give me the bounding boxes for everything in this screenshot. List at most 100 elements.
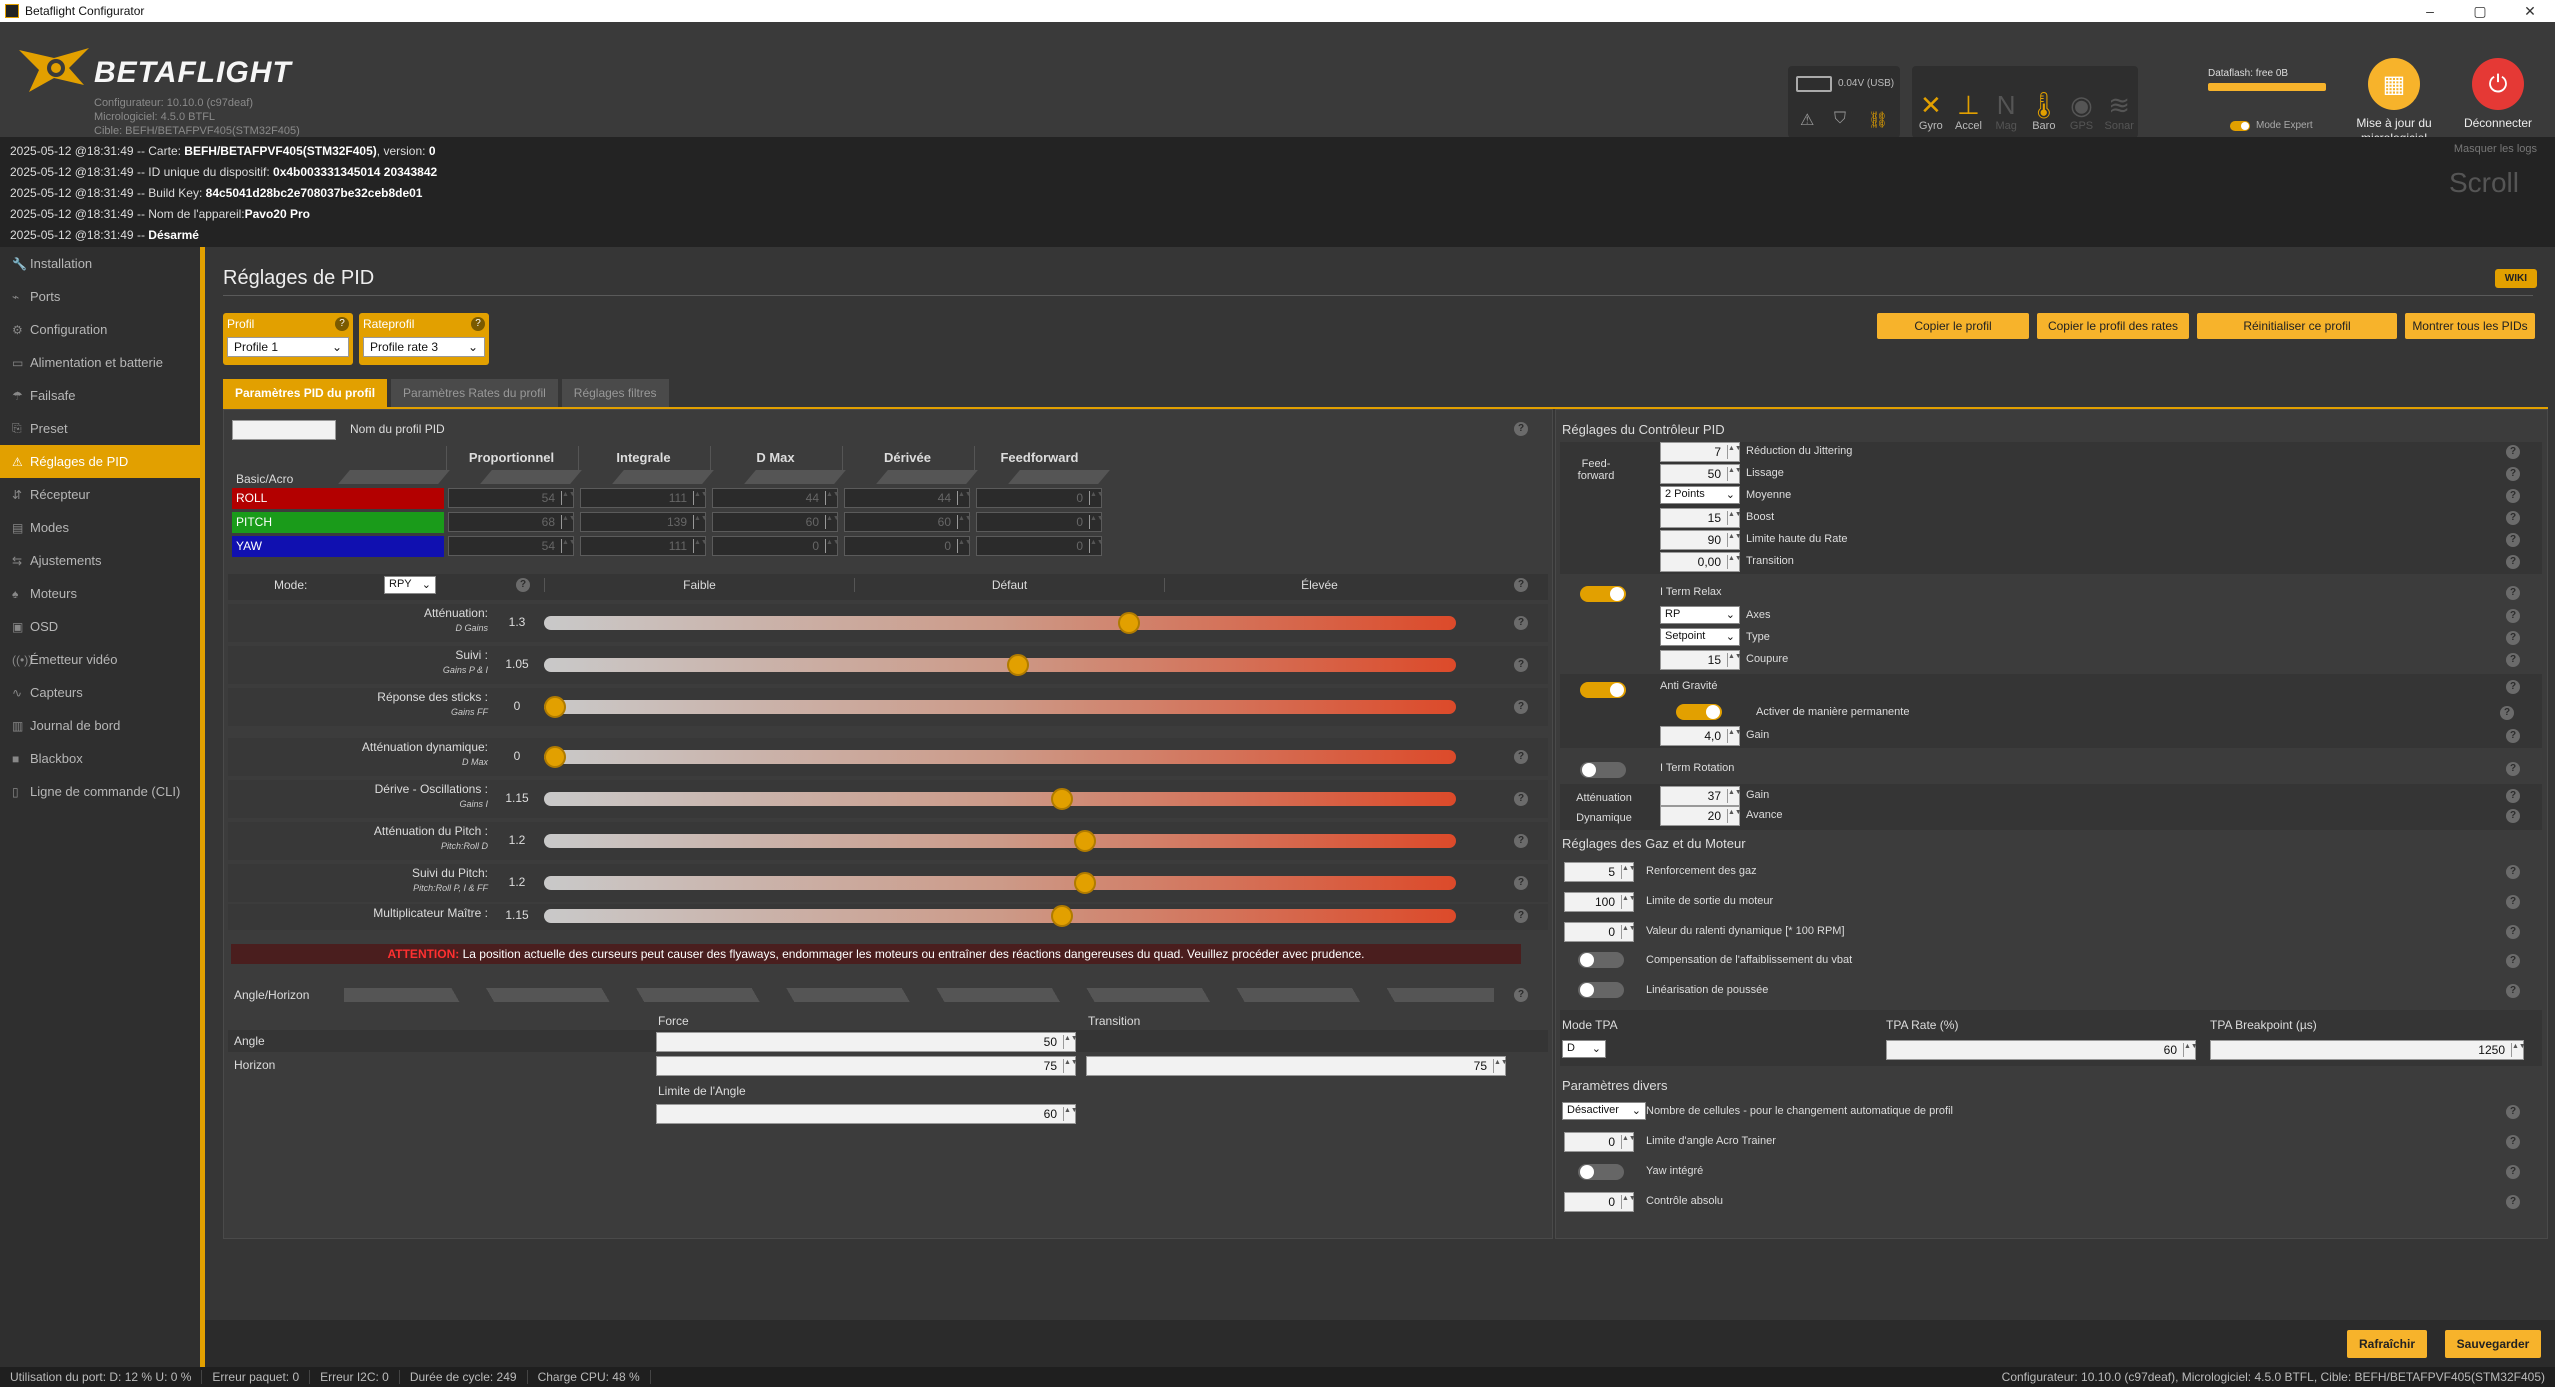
expert-mode-switch[interactable]	[2230, 120, 2250, 131]
help-icon[interactable]: ?	[2500, 706, 2514, 720]
spinner-icon[interactable]: ▲▼	[2511, 1043, 2526, 1057]
spinner-icon[interactable]: ▲▼	[1621, 1195, 1636, 1209]
spinner-icon[interactable]: ▲▼	[957, 539, 972, 553]
spinner-icon[interactable]: ▲▼	[1493, 1059, 1508, 1073]
antigravity-gain-input[interactable]: 4,0 ▲▼	[1660, 726, 1742, 746]
sidebar-item-ajustements[interactable]: ⇆ Ajustements	[0, 544, 200, 577]
spinner-icon[interactable]: ▲▼	[1063, 1107, 1078, 1121]
spinner-icon[interactable]: ▲▼	[561, 539, 576, 553]
help-icon[interactable]: ?	[1514, 658, 1528, 672]
ff-field-2-select[interactable]: 2 Points ⌄	[1660, 486, 1740, 504]
pid-roll-4-input[interactable]: 0 ▲▼	[976, 488, 1104, 508]
spinner-icon[interactable]: ▲▼	[561, 515, 576, 529]
help-icon[interactable]: ?	[2506, 729, 2520, 743]
help-icon[interactable]: ?	[516, 578, 530, 592]
help-icon[interactable]: ?	[1514, 616, 1528, 630]
thrust-linear-toggle[interactable]	[1578, 982, 1624, 998]
iterm-relax-toggle[interactable]	[1580, 586, 1626, 602]
help-icon[interactable]: ?	[2506, 467, 2520, 481]
slider-2-thumb[interactable]	[544, 696, 566, 718]
firmware-update-button[interactable]: ▦ Mise à jour du micrologiciel	[2344, 58, 2444, 146]
help-icon[interactable]: ?	[335, 317, 349, 331]
minimize-button[interactable]: –	[2426, 2, 2434, 19]
spinner-icon[interactable]: ▲▼	[1621, 865, 1636, 879]
rateprofile-select[interactable]: Profile rate 3 ⌄	[363, 337, 485, 357]
slider-mode-select[interactable]: RPY ⌄	[384, 576, 436, 594]
slider-3-thumb[interactable]	[544, 746, 566, 768]
scroll-toggle[interactable]: Scroll	[2448, 167, 2519, 198]
dyn-gain-input[interactable]: 37 ▲▼	[1660, 786, 1742, 806]
spinner-icon[interactable]: ▲▼	[1727, 533, 1742, 547]
pid-roll-0-input[interactable]: 54 ▲▼	[448, 488, 576, 508]
acro-trainer-input[interactable]: 0 ▲▼	[1564, 1132, 1636, 1152]
spinner-icon[interactable]: ▲▼	[825, 515, 840, 529]
slider-4-track[interactable]	[544, 792, 1456, 806]
slider-7-thumb[interactable]	[1051, 905, 1074, 927]
throttle-field-1-input[interactable]: 100 ▲▼	[1564, 892, 1636, 912]
slider-4-thumb[interactable]	[1051, 788, 1074, 810]
expert-mode-toggle[interactable]: Mode Expert	[2230, 120, 2313, 131]
sidebar-item-modes[interactable]: ▤ Modes	[0, 511, 200, 544]
sidebar-item-journal-de-bord[interactable]: ▥ Journal de bord	[0, 709, 200, 742]
horizon-force-input[interactable]: 75 ▲▼	[656, 1056, 1078, 1076]
help-icon[interactable]: ?	[1514, 876, 1528, 890]
help-icon[interactable]: ?	[2506, 555, 2520, 569]
help-icon[interactable]: ?	[1514, 578, 1528, 592]
ff-field-0-input[interactable]: 7 ▲▼	[1660, 442, 1742, 462]
iterm-rotation-toggle[interactable]	[1580, 762, 1626, 778]
pid-yaw-2-input[interactable]: 0 ▲▼	[712, 536, 840, 556]
throttle-field-0-input[interactable]: 5 ▲▼	[1564, 862, 1636, 882]
close-button[interactable]: ✕	[2524, 2, 2536, 19]
sidebar-item-capteurs[interactable]: ∿ Capteurs	[0, 676, 200, 709]
slider-6-track[interactable]	[544, 876, 1456, 890]
help-icon[interactable]: ?	[2506, 984, 2520, 998]
spinner-icon[interactable]: ▲▼	[693, 491, 708, 505]
spinner-icon[interactable]: ▲▼	[825, 539, 840, 553]
help-icon[interactable]: ?	[2506, 1195, 2520, 1209]
help-icon[interactable]: ?	[2506, 895, 2520, 909]
pid-profile-name-input[interactable]	[232, 420, 336, 440]
help-icon[interactable]: ?	[2506, 789, 2520, 803]
throttle-field-2-input[interactable]: 0 ▲▼	[1564, 922, 1636, 942]
absolute-control-input[interactable]: 0 ▲▼	[1564, 1192, 1636, 1212]
spinner-icon[interactable]: ▲▼	[1727, 511, 1742, 525]
spinner-icon[interactable]: ▲▼	[1727, 809, 1742, 823]
sidebar-item-ligne-de-commande-cli[interactable]: ▯ Ligne de commande (CLI)	[0, 775, 200, 808]
spinner-icon[interactable]: ▲▼	[1063, 1059, 1078, 1073]
sidebar-item-configuration[interactable]: ⚙ Configuration	[0, 313, 200, 346]
slider-1-track[interactable]	[544, 658, 1456, 672]
slider-1-thumb[interactable]	[1006, 654, 1029, 676]
antigravity-toggle[interactable]	[1580, 682, 1626, 698]
spinner-icon[interactable]: ▲▼	[1089, 491, 1104, 505]
help-icon[interactable]: ?	[2506, 680, 2520, 694]
spinner-icon[interactable]: ▲▼	[825, 491, 840, 505]
spinner-icon[interactable]: ▲▼	[1621, 895, 1636, 909]
ff-field-5-input[interactable]: 0,00 ▲▼	[1660, 552, 1742, 572]
spinner-icon[interactable]: ▲▼	[1727, 445, 1742, 459]
slider-7-track[interactable]	[544, 909, 1456, 923]
save-button[interactable]: Sauvegarder	[2445, 1330, 2541, 1358]
help-icon[interactable]: ?	[1514, 909, 1528, 923]
help-icon[interactable]: ?	[2506, 1135, 2520, 1149]
slider-3-track[interactable]	[544, 750, 1456, 764]
help-icon[interactable]: ?	[2506, 586, 2520, 600]
antigravity-permanent-toggle[interactable]	[1676, 704, 1722, 720]
help-icon[interactable]: ?	[1514, 988, 1528, 1002]
tpa-breakpoint-input[interactable]: 1250 ▲▼	[2210, 1040, 2526, 1060]
sidebar-item-installation[interactable]: 🔧 Installation	[0, 247, 200, 280]
help-icon[interactable]: ?	[2506, 653, 2520, 667]
help-icon[interactable]: ?	[2506, 925, 2520, 939]
sidebar-item-failsafe[interactable]: ☂ Failsafe	[0, 379, 200, 412]
help-icon[interactable]: ?	[2506, 809, 2520, 823]
angle-limit-input[interactable]: 60 ▲▼	[656, 1104, 1078, 1124]
sidebar-item-alimentation-et-batterie[interactable]: ▭ Alimentation et batterie	[0, 346, 200, 379]
spinner-icon[interactable]: ▲▼	[1727, 555, 1742, 569]
help-icon[interactable]: ?	[2506, 1105, 2520, 1119]
sidebar-item-blackbox[interactable]: ■ Blackbox	[0, 742, 200, 775]
iterm-cutoff-input[interactable]: 15 ▲▼	[1660, 650, 1742, 670]
sidebar-item-ports[interactable]: ⌁ Ports	[0, 280, 200, 313]
spinner-icon[interactable]: ▲▼	[1063, 1035, 1078, 1049]
help-icon[interactable]: ?	[2506, 631, 2520, 645]
cell-count-select[interactable]: Désactiver ⌄	[1562, 1102, 1646, 1120]
pid-yaw-4-input[interactable]: 0 ▲▼	[976, 536, 1104, 556]
